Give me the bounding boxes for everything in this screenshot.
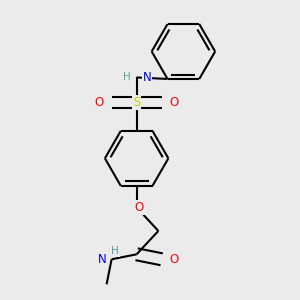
Text: S: S (133, 96, 140, 109)
Text: H: H (123, 72, 130, 82)
Text: H: H (111, 246, 119, 256)
Text: N: N (143, 71, 152, 84)
Text: O: O (135, 201, 144, 214)
Text: O: O (170, 96, 179, 109)
Text: O: O (94, 96, 104, 109)
Text: N: N (98, 253, 106, 266)
Text: O: O (170, 253, 179, 266)
